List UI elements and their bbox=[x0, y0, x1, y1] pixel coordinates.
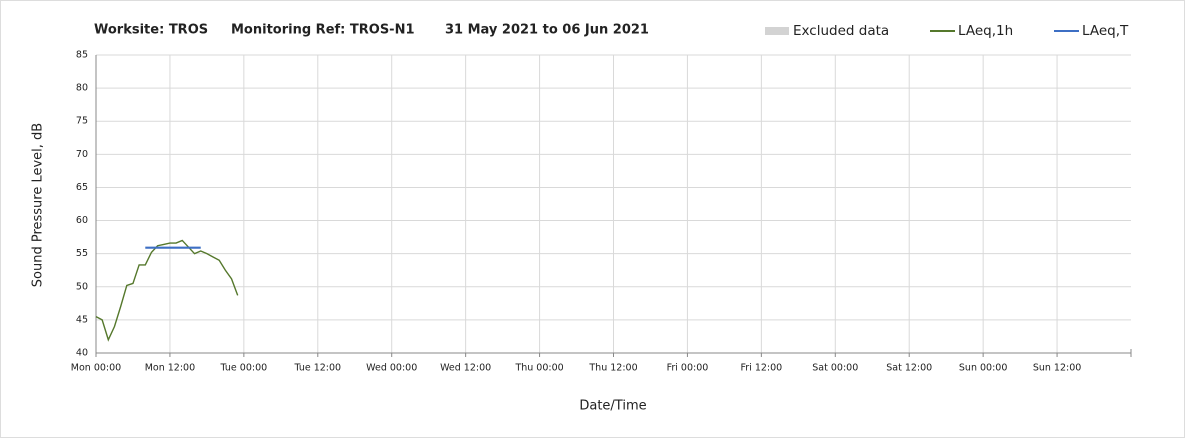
y-tick-label: 45 bbox=[76, 314, 88, 325]
x-tick-label: Wed 12:00 bbox=[440, 363, 491, 374]
x-tick-label: Thu 00:00 bbox=[514, 363, 563, 374]
legend-swatch bbox=[765, 27, 789, 35]
y-tick-label: 60 bbox=[76, 215, 88, 226]
y-tick-label: 55 bbox=[76, 248, 88, 259]
x-tick-label: Tue 00:00 bbox=[220, 363, 268, 374]
y-tick-label: 40 bbox=[76, 348, 88, 359]
chart-title: 31 May 2021 to 06 Jun 2021 bbox=[445, 23, 649, 38]
x-tick-label: Wed 00:00 bbox=[366, 363, 417, 374]
y-tick-label: 65 bbox=[76, 182, 88, 193]
y-tick-label: 85 bbox=[76, 50, 88, 61]
y-axis-label: Sound Pressure Level, dB bbox=[31, 123, 46, 287]
x-tick-label: Fri 12:00 bbox=[740, 363, 782, 374]
x-tick-label: Sun 12:00 bbox=[1033, 363, 1081, 374]
y-tick-label: 80 bbox=[76, 83, 88, 94]
x-tick-label: Mon 12:00 bbox=[145, 363, 195, 374]
x-axis-label: Date/Time bbox=[579, 399, 646, 414]
x-tick-label: Thu 12:00 bbox=[588, 363, 637, 374]
legend-label: LAeq,1h bbox=[958, 23, 1013, 39]
legend-label: Excluded data bbox=[793, 23, 889, 39]
chart-title: Monitoring Ref: TROS-N1 bbox=[231, 23, 415, 38]
x-tick-label: Mon 00:00 bbox=[71, 363, 121, 374]
x-tick-label: Sun 00:00 bbox=[959, 363, 1007, 374]
chart-title: Worksite: TROS bbox=[94, 23, 208, 38]
x-tick-label: Sat 12:00 bbox=[886, 363, 932, 374]
y-tick-label: 75 bbox=[76, 116, 88, 127]
series-line bbox=[95, 239, 239, 342]
legend-label: LAeq,T bbox=[1082, 23, 1129, 39]
x-tick-label: Sat 00:00 bbox=[812, 363, 858, 374]
y-tick-label: 70 bbox=[76, 149, 88, 160]
x-tick-label: Fri 00:00 bbox=[667, 363, 709, 374]
x-tick-label: Tue 12:00 bbox=[293, 363, 341, 374]
y-tick-label: 50 bbox=[76, 281, 88, 292]
